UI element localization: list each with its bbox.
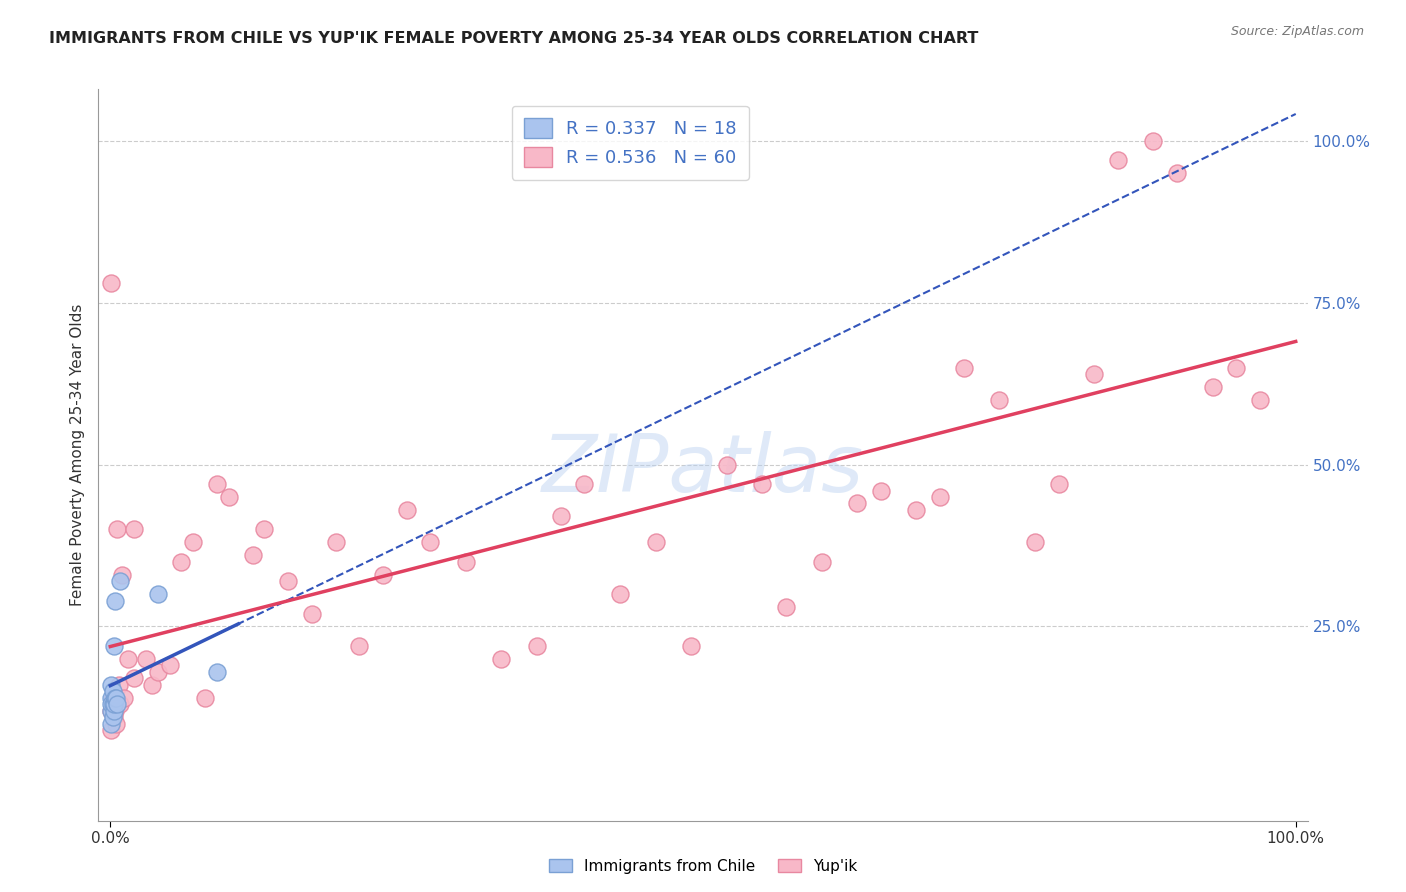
Point	[1166, 166, 1188, 180]
Point	[105, 716, 128, 731]
Point	[205, 665, 228, 679]
Point	[810, 555, 832, 569]
Point	[135, 652, 157, 666]
Point	[952, 360, 974, 375]
Y-axis label: Female Poverty Among 25-34 Year Olds: Female Poverty Among 25-34 Year Olds	[69, 304, 84, 606]
Point	[644, 535, 666, 549]
Point	[100, 704, 122, 718]
Point	[454, 555, 477, 569]
Point	[170, 555, 193, 569]
Point	[107, 678, 129, 692]
Point	[277, 574, 299, 589]
Point	[242, 548, 264, 562]
Point	[347, 639, 370, 653]
Point	[122, 522, 145, 536]
Point	[101, 710, 124, 724]
Text: ZIPatlas: ZIPatlas	[541, 431, 865, 508]
Point	[111, 567, 134, 582]
Point	[681, 639, 703, 653]
Point	[371, 567, 394, 582]
Point	[103, 710, 125, 724]
Text: IMMIGRANTS FROM CHILE VS YUP'IK FEMALE POVERTY AMONG 25-34 YEAR OLDS CORRELATION: IMMIGRANTS FROM CHILE VS YUP'IK FEMALE P…	[49, 31, 979, 46]
Point	[395, 503, 418, 517]
Point	[1249, 392, 1271, 407]
Point	[775, 600, 797, 615]
Point	[146, 587, 169, 601]
Point	[1047, 477, 1070, 491]
Point	[100, 690, 122, 705]
Point	[1142, 134, 1164, 148]
Point	[101, 690, 124, 705]
Point	[104, 593, 127, 607]
Point	[419, 535, 441, 549]
Point	[159, 658, 181, 673]
Point	[905, 503, 928, 517]
Point	[105, 690, 128, 705]
Point	[751, 477, 773, 491]
Point	[1024, 535, 1046, 549]
Point	[194, 690, 217, 705]
Point	[146, 665, 169, 679]
Point	[117, 652, 139, 666]
Point	[609, 587, 631, 601]
Legend: Immigrants from Chile, Yup'ik: Immigrants from Chile, Yup'ik	[543, 853, 863, 880]
Point	[929, 490, 952, 504]
Point	[181, 535, 204, 549]
Point	[100, 704, 122, 718]
Point	[301, 607, 323, 621]
Text: Source: ZipAtlas.com: Source: ZipAtlas.com	[1230, 25, 1364, 38]
Point	[1202, 380, 1225, 394]
Point	[101, 697, 124, 711]
Point	[103, 704, 125, 718]
Point	[550, 509, 572, 524]
Point	[105, 697, 128, 711]
Point	[103, 697, 125, 711]
Point	[100, 716, 122, 731]
Point	[105, 522, 128, 536]
Point	[108, 697, 131, 711]
Point	[846, 496, 869, 510]
Point	[114, 690, 136, 705]
Point	[103, 639, 125, 653]
Point	[100, 697, 122, 711]
Point	[205, 477, 228, 491]
Point	[526, 639, 548, 653]
Point	[988, 392, 1011, 407]
Point	[716, 458, 738, 472]
Point	[1083, 367, 1105, 381]
Point	[574, 477, 596, 491]
Point	[141, 678, 163, 692]
Point	[869, 483, 891, 498]
Point	[325, 535, 347, 549]
Point	[253, 522, 276, 536]
Point	[104, 704, 127, 718]
Point	[104, 690, 127, 705]
Point	[1225, 360, 1247, 375]
Point	[491, 652, 513, 666]
Point	[100, 723, 122, 737]
Point	[1107, 153, 1129, 168]
Point	[122, 671, 145, 685]
Point	[101, 684, 124, 698]
Point	[108, 574, 131, 589]
Legend: R = 0.337   N = 18, R = 0.536   N = 60: R = 0.337 N = 18, R = 0.536 N = 60	[512, 105, 749, 179]
Point	[100, 277, 122, 291]
Point	[218, 490, 240, 504]
Point	[100, 678, 122, 692]
